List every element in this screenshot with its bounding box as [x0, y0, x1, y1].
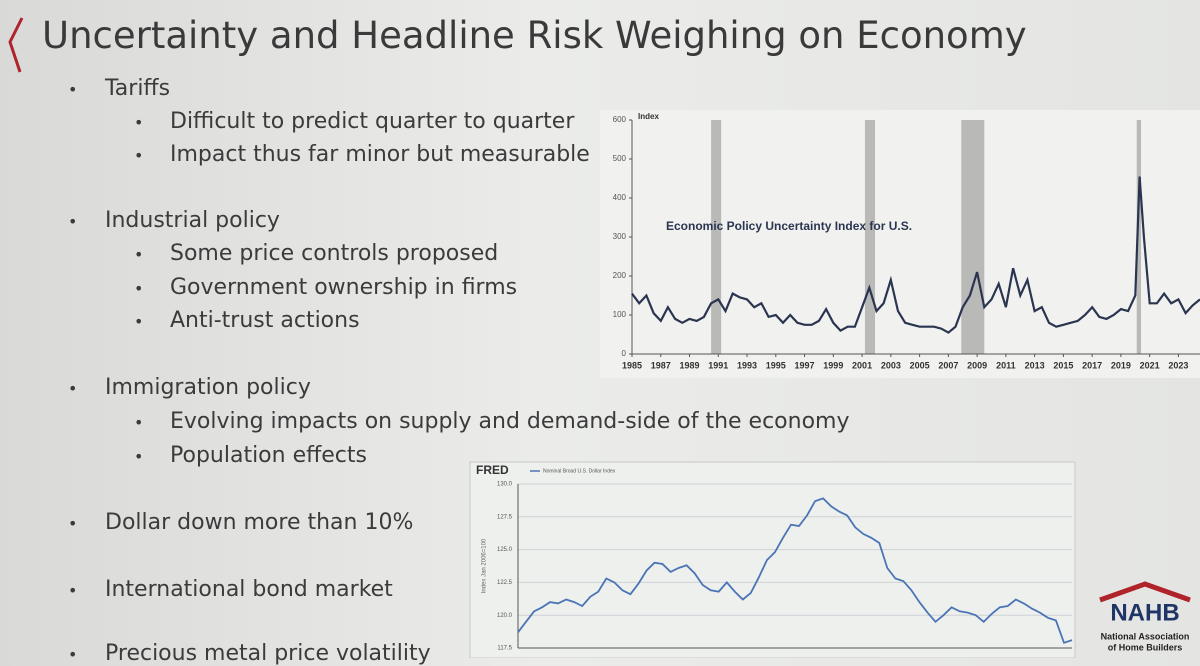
- recession-band: [864, 120, 876, 354]
- bullet-dot: •: [68, 645, 78, 664]
- x-tick-label: 1997: [795, 360, 815, 370]
- recession-band: [1136, 120, 1142, 354]
- bullet-dot: •: [68, 581, 78, 600]
- sub-bullet: Population effects: [170, 443, 367, 468]
- bullet-dot: •: [68, 514, 78, 533]
- x-tick-label: 2023: [1168, 360, 1188, 370]
- bullet-dot: •: [134, 245, 144, 264]
- bullet-dot: •: [68, 379, 78, 398]
- legend-label: Nominal Broad U.S. Dollar Index: [543, 468, 616, 474]
- bullet-dot: •: [134, 312, 144, 331]
- y-tick-label: 125.0: [497, 547, 513, 553]
- x-tick-label: 2013: [1025, 360, 1045, 370]
- x-tick-label: 2007: [938, 360, 958, 370]
- y-tick-label: 300: [613, 232, 627, 241]
- x-tick-label: 2003: [881, 360, 901, 370]
- y-tick-label: 130.0: [497, 482, 513, 488]
- bullet: Tariffs: [105, 76, 171, 101]
- x-tick-label: 1991: [708, 360, 728, 370]
- chart-panel: [469, 461, 1076, 658]
- bullet-dot: •: [134, 146, 144, 165]
- data-line: [517, 497, 1073, 644]
- bullet: Industrial policy: [105, 208, 280, 233]
- source-logo: FRED: [476, 463, 509, 477]
- chart-panel: [600, 110, 1200, 378]
- sub-bullet: Evolving impacts on supply and demand-si…: [170, 409, 850, 434]
- x-tick-label: 2001: [852, 360, 872, 370]
- chart-title: Economic Policy Uncertainty Index for U.…: [666, 219, 912, 233]
- sub-bullet: Anti-trust actions: [170, 308, 360, 333]
- y-tick-label: 120.0: [497, 613, 513, 619]
- logo-text: National Association: [1101, 631, 1190, 641]
- x-tick-label: 1987: [651, 360, 671, 370]
- x-tick-label: 1999: [823, 360, 843, 370]
- slide-title: Uncertainty and Headline Risk Weighing o…: [42, 14, 1027, 57]
- y-axis-label: Index: [638, 112, 659, 121]
- y-tick-label: 100: [613, 310, 627, 319]
- bullet-dot: •: [134, 113, 144, 132]
- y-tick-label: 127.5: [497, 514, 513, 520]
- bullet-dot: •: [134, 413, 144, 432]
- sub-bullet: Impact thus far minor but measurable: [170, 142, 590, 167]
- y-tick-label: 400: [613, 193, 627, 202]
- logo-text: of Home Builders: [1108, 642, 1183, 652]
- accent: [8, 17, 24, 73]
- recession-band: [711, 120, 722, 354]
- x-tick-label: 2015: [1053, 360, 1073, 370]
- x-tick-label: 2019: [1111, 360, 1131, 370]
- bullet: International bond market: [105, 577, 393, 602]
- x-tick-label: 1989: [680, 360, 700, 370]
- x-tick-label: 2005: [910, 360, 930, 370]
- y-tick-label: 600: [613, 115, 627, 124]
- x-tick-label: 1995: [766, 360, 786, 370]
- x-tick-label: 2011: [996, 360, 1016, 370]
- sub-bullet: Government ownership in firms: [170, 275, 518, 300]
- x-tick-label: 1993: [737, 360, 757, 370]
- bullet-dot: •: [68, 212, 78, 231]
- x-tick-label: 2021: [1140, 360, 1160, 370]
- recession-band: [961, 120, 985, 354]
- y-axis-label: Index Jan 2006=100: [482, 538, 488, 593]
- x-tick-label: 2009: [967, 360, 987, 370]
- bullet-dot: •: [68, 80, 78, 99]
- x-tick-label: 2017: [1082, 360, 1102, 370]
- y-tick-label: 200: [613, 271, 627, 280]
- sub-bullet: Difficult to predict quarter to quarter: [170, 109, 575, 134]
- bullet: Immigration policy: [105, 375, 311, 400]
- y-tick-label: 122.5: [497, 580, 513, 586]
- bullet-dot: •: [134, 279, 144, 298]
- y-tick-label: 0: [622, 349, 627, 358]
- x-tick-label: 1985: [622, 360, 642, 370]
- y-tick-label: 117.5: [497, 646, 512, 652]
- bullet-dot: •: [134, 447, 144, 466]
- sub-bullet: Some price controls proposed: [170, 241, 499, 266]
- logo-name: NAHB: [1110, 599, 1179, 626]
- logo: NAHB National Association of Home Builde…: [1099, 581, 1191, 652]
- data-line: [631, 176, 1200, 334]
- bullet: Dollar down more than 10%: [105, 510, 414, 535]
- y-tick-label: 500: [613, 154, 627, 163]
